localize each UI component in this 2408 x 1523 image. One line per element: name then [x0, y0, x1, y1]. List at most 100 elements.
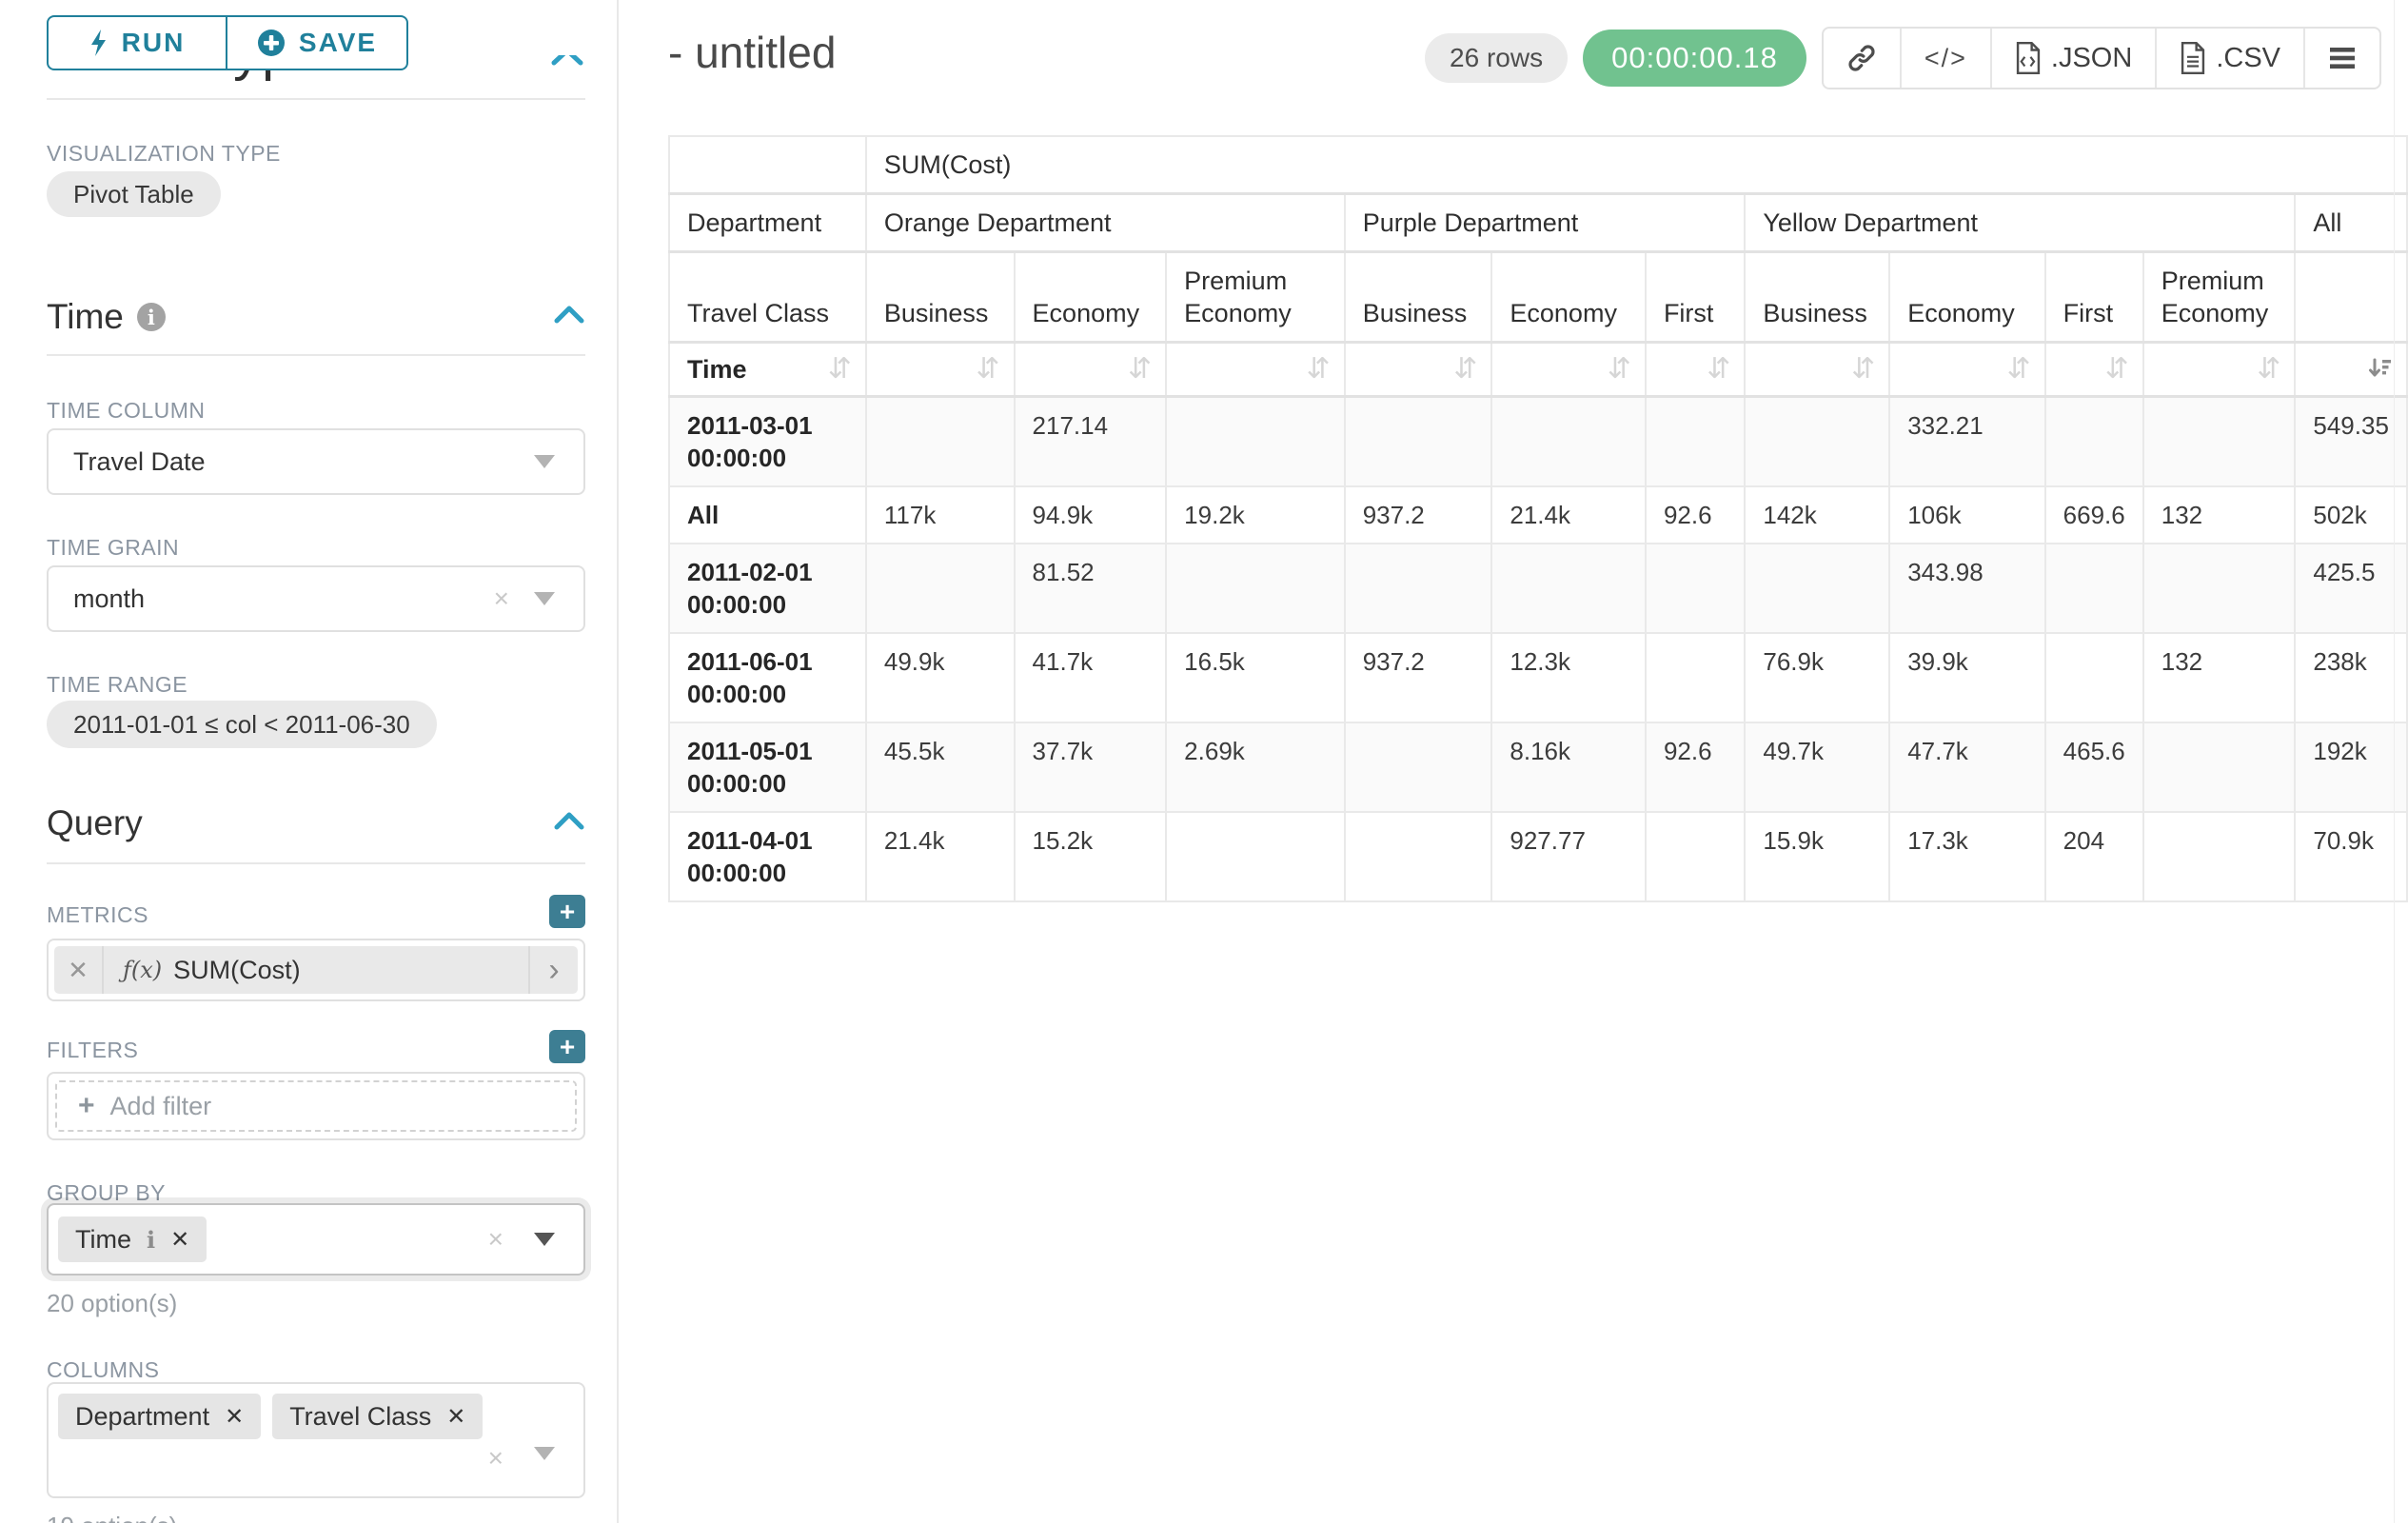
sort-icon[interactable]: ⇵: [1707, 353, 1731, 385]
chevron-right-icon[interactable]: ›: [528, 946, 578, 994]
value-cell: [1343, 811, 1493, 902]
value-cell: 19.2k: [1165, 485, 1346, 544]
column-sort-header[interactable]: ⇵: [1343, 341, 1493, 398]
sort-icon[interactable]: ⇵: [976, 353, 1000, 385]
sort-icon[interactable]: ⇵: [1607, 353, 1631, 385]
time-sort-header[interactable]: Time ⇵: [668, 341, 867, 398]
time-range-value: 2011-01-01 ≤ col < 2011-06-30: [73, 709, 410, 739]
value-cell: 21.4k: [1490, 485, 1647, 544]
row-label-cell: 2011-05-01 00:00:00: [668, 722, 867, 813]
sort-icon[interactable]: ⇵: [1851, 353, 1876, 385]
value-cell: [2043, 632, 2144, 723]
value-cell: 49.9k: [864, 632, 1016, 723]
table-row: 2011-06-01 00:00:00 49.9k 41.7k 16.5k 937.2 1…: [668, 632, 2408, 723]
column-sort-header[interactable]: ⇵: [864, 341, 1016, 398]
group-by-select[interactable]: Time i ✕ ×: [47, 1203, 585, 1276]
column-sort-header[interactable]: ⇵: [2142, 341, 2297, 398]
column-sort-header[interactable]: ⇵: [1013, 341, 1168, 398]
caret-down-icon[interactable]: [534, 1233, 555, 1246]
value-cell: [1744, 543, 1891, 634]
travel-class-cell: Premium Economy: [2142, 250, 2297, 344]
value-cell: [1644, 543, 1747, 634]
run-save-button-group: RUN SAVE: [47, 15, 408, 70]
plus-circle-icon: [257, 30, 285, 56]
sort-icon[interactable]: ⇵: [1453, 353, 1478, 385]
value-cell: 94.9k: [1013, 485, 1168, 544]
value-cell: [1644, 632, 1747, 723]
metric-item[interactable]: ✕ ƒ(x) SUM(Cost) ›: [54, 946, 578, 994]
columns-label: COLUMNS: [47, 1357, 160, 1382]
fx-icon: ƒ(x): [123, 957, 163, 983]
column-sort-header[interactable]: ⇵: [1888, 341, 2046, 398]
sort-icon[interactable]: ⇵: [1128, 353, 1153, 385]
sort-icon[interactable]: ⇵: [1306, 353, 1331, 385]
table-row: All 117k 94.9k 19.2k 937.2 21.4k 92.6 142k 106k 6…: [668, 485, 2408, 544]
value-cell: [2142, 811, 2297, 902]
remove-tag-icon[interactable]: ✕: [446, 1403, 466, 1430]
sort-icon[interactable]: ⇵: [2006, 353, 2031, 385]
time-column-select[interactable]: Travel Date: [47, 428, 585, 495]
columns-tag-label: Travel Class: [289, 1401, 432, 1431]
sort-icon[interactable]: ⇵: [2104, 353, 2129, 385]
section-divider: [47, 98, 585, 100]
value-cell: [1644, 811, 1747, 902]
columns-helper: 19 option(s): [47, 1512, 177, 1523]
value-cell: [1343, 543, 1493, 634]
column-sort-header-active[interactable]: [2294, 341, 2408, 398]
save-button[interactable]: SAVE: [226, 15, 408, 70]
chart-type-collapse-chevron[interactable]: [548, 55, 586, 69]
query-section-title: Query: [47, 803, 143, 842]
value-cell: [864, 395, 1016, 487]
remove-tag-icon[interactable]: ✕: [225, 1403, 245, 1430]
columns-pill-list: Department ✕ Travel Class ✕: [58, 1394, 574, 1439]
time-range-pill[interactable]: 2011-01-01 ≤ col < 2011-06-30: [47, 701, 437, 748]
pivot-table-container: SUM(Cost) Department Orange Department Purp…: [668, 135, 2408, 902]
export-json-button[interactable]: .JSON: [1992, 29, 2158, 88]
row-label-cell: All: [668, 485, 867, 544]
department-group-cell: Orange Department: [864, 192, 1346, 253]
clear-icon[interactable]: ×: [493, 583, 509, 613]
view-query-button[interactable]: </>: [1902, 29, 1992, 88]
scrollbar-track[interactable]: [2394, 0, 2395, 1523]
add-metric-button[interactable]: +: [549, 895, 585, 928]
clear-icon[interactable]: ×: [487, 1443, 503, 1473]
value-cell: [1165, 811, 1346, 902]
visualization-type-pill[interactable]: Pivot Table: [47, 171, 221, 217]
travel-class-cell: Economy: [1888, 250, 2046, 344]
table-row: 2011-03-01 00:00:00 217.14 332.21 549.35: [668, 395, 2408, 487]
time-column-label: TIME COLUMN: [47, 398, 206, 423]
export-button-group: </> .JSON .CSV: [1821, 27, 2381, 89]
chevron-up-icon[interactable]: [553, 305, 585, 330]
time-grain-select[interactable]: month ×: [47, 565, 585, 632]
export-csv-button[interactable]: .CSV: [2157, 29, 2305, 88]
column-sort-header[interactable]: ⇵: [1165, 341, 1346, 398]
column-sort-header[interactable]: ⇵: [2043, 341, 2144, 398]
columns-select[interactable]: Department ✕ Travel Class ✕ ×: [47, 1382, 585, 1498]
add-filter-plus-button[interactable]: +: [549, 1030, 585, 1063]
remove-metric-icon[interactable]: ✕: [54, 946, 104, 994]
chevron-up-icon[interactable]: [553, 811, 585, 837]
time-section-header[interactable]: Time i: [47, 297, 585, 337]
share-link-button[interactable]: [1824, 29, 1902, 88]
page-title[interactable]: - untitled: [668, 28, 837, 77]
column-sort-header[interactable]: ⇵: [1490, 341, 1647, 398]
value-cell: 669.6: [2043, 485, 2144, 544]
sort-icon[interactable]: ⇵: [827, 353, 852, 385]
value-cell: [2043, 543, 2144, 634]
remove-tag-icon[interactable]: ✕: [170, 1226, 190, 1253]
value-cell: 132: [2142, 485, 2297, 544]
visualization-type-value: Pivot Table: [73, 179, 194, 208]
caret-down-icon[interactable]: [534, 1447, 555, 1460]
more-options-button[interactable]: [2305, 29, 2379, 88]
query-section-header[interactable]: Query: [47, 803, 585, 843]
add-filter-button[interactable]: + Add filter: [55, 1080, 577, 1132]
column-sort-header[interactable]: ⇵: [1644, 341, 1747, 398]
chevron-up-icon: [551, 55, 583, 66]
run-button[interactable]: RUN: [47, 15, 227, 70]
sort-icon[interactable]: ⇵: [2257, 353, 2281, 385]
clear-icon[interactable]: ×: [487, 1224, 503, 1254]
value-cell: [2142, 543, 2297, 634]
travel-class-cell: Economy: [1490, 250, 1647, 344]
travel-class-empty-cell: [2294, 250, 2408, 344]
column-sort-header[interactable]: ⇵: [1744, 341, 1891, 398]
